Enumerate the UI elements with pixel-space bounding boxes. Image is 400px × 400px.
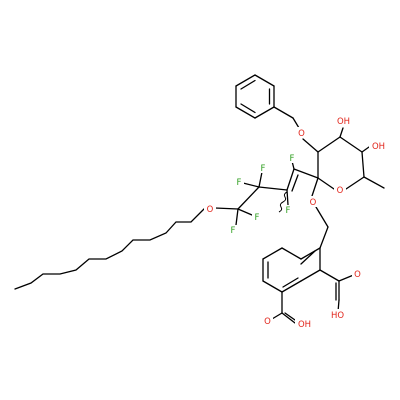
bond [286,168,295,191]
bond [311,177,319,197]
bond [237,186,260,210]
alkyl-chain [14,207,206,290]
fluorine-label: F [255,213,260,223]
bond [254,106,275,119]
hydroxyl-label: OH [298,320,311,330]
bond [319,226,329,249]
double-bond-inner [240,103,256,114]
bond [302,138,319,153]
bond [284,312,296,321]
bond [254,74,275,87]
bond [363,176,385,189]
bond [361,146,370,153]
carbonyl-oxygen-label: O [264,317,271,327]
bond [237,208,253,216]
bond [315,206,329,228]
oxygen-label: O [298,129,305,139]
bond [345,176,365,190]
oxygen-label: O [207,205,214,215]
hydroxyl-label: HO [331,311,344,321]
bond [300,269,321,282]
bond [262,247,283,260]
bond [293,168,319,179]
fluorine-label: F [231,226,236,236]
bond [339,136,363,153]
bond [242,182,260,188]
bond [361,151,365,178]
bond [317,136,341,153]
bond [258,171,263,188]
bond [214,207,239,210]
bond [258,186,288,191]
fluorine-label: F [237,178,242,188]
bond [300,247,321,260]
oxygen-label: O [310,198,317,208]
wavy-bond [278,191,288,213]
carbonyl-oxygen-label: O [354,270,361,280]
bond [235,74,256,87]
bond [235,208,239,226]
bond [271,312,283,320]
bond [317,177,335,190]
bond [281,247,302,260]
bond-layer [14,74,385,324]
fluorine-label: F [290,154,295,164]
hydroxyl-label: OH [372,142,385,152]
bond [339,127,344,138]
hydroxyl-label: OH [337,117,350,127]
double-bond-inner [300,250,316,265]
ring-oxygen-label: O [337,186,344,196]
bond [292,117,300,129]
fluorine-label: F [261,164,266,174]
bond [235,106,256,119]
bond [319,269,340,282]
bond [286,189,289,206]
double-bond-inner [282,277,299,288]
bond [262,280,283,293]
bond [281,280,302,293]
double-bond-inner [240,79,256,90]
atom-label-layer: O OH OH O O O F F F F F F O HO [204,115,388,330]
bond [273,106,294,119]
double-bond-inner [291,174,299,192]
fluorine-label: F [286,206,291,216]
bond [281,312,296,324]
